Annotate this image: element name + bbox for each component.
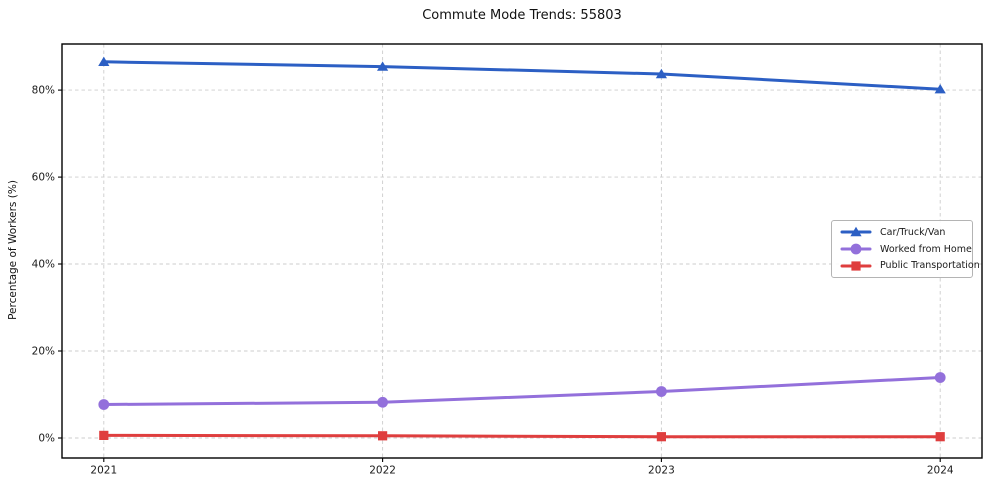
data-point-marker bbox=[98, 399, 110, 410]
data-point-marker bbox=[377, 396, 388, 408]
y-tick-label: 0% bbox=[38, 433, 55, 445]
legend-sample bbox=[840, 243, 872, 255]
series-line bbox=[102, 433, 942, 439]
data-point-marker bbox=[378, 431, 388, 441]
legend-marker-icon bbox=[851, 261, 861, 271]
y-tick-label: 40% bbox=[32, 259, 55, 271]
data-point-marker bbox=[377, 61, 389, 71]
legend: Car/Truck/Van Worked from Home Public Tran… bbox=[831, 220, 980, 278]
series-line bbox=[102, 376, 942, 406]
legend-marker-icon bbox=[850, 243, 862, 255]
legend-label: Worked from Home bbox=[880, 243, 972, 255]
y-axis-label: Percentage of Workers (%) bbox=[7, 180, 19, 320]
legend-marker-icon bbox=[850, 227, 862, 237]
y-tick-label: 60% bbox=[32, 172, 55, 184]
legend-sample bbox=[840, 261, 872, 271]
data-point-marker bbox=[934, 84, 946, 94]
data-point-marker bbox=[655, 68, 667, 79]
data-point-marker bbox=[99, 430, 109, 440]
data-point-marker bbox=[935, 432, 945, 442]
legend-item: Public Transportation bbox=[840, 258, 980, 273]
chart-title: Commute Mode Trends: 55803 bbox=[422, 8, 622, 23]
legend-label: Public Transportation bbox=[880, 260, 980, 272]
x-tick-label: 2023 bbox=[648, 465, 675, 477]
x-tick-label: 2021 bbox=[90, 465, 117, 477]
legend-sample bbox=[840, 227, 872, 237]
legend-label: Car/Truck/Van bbox=[880, 226, 946, 238]
data-point-marker bbox=[656, 432, 666, 442]
x-tick-label: 2022 bbox=[369, 465, 396, 477]
y-tick-label: 80% bbox=[32, 85, 55, 97]
data-point-marker bbox=[656, 386, 667, 397]
y-tick-label: 20% bbox=[32, 346, 55, 358]
series-line bbox=[102, 60, 942, 91]
x-tick-label: 2024 bbox=[927, 465, 954, 477]
legend-item: Car/Truck/Van bbox=[840, 225, 964, 240]
data-point-marker bbox=[98, 56, 110, 66]
legend-item: Worked from Home bbox=[840, 242, 972, 257]
plot-border bbox=[61, 43, 983, 459]
data-point-marker bbox=[934, 372, 946, 383]
